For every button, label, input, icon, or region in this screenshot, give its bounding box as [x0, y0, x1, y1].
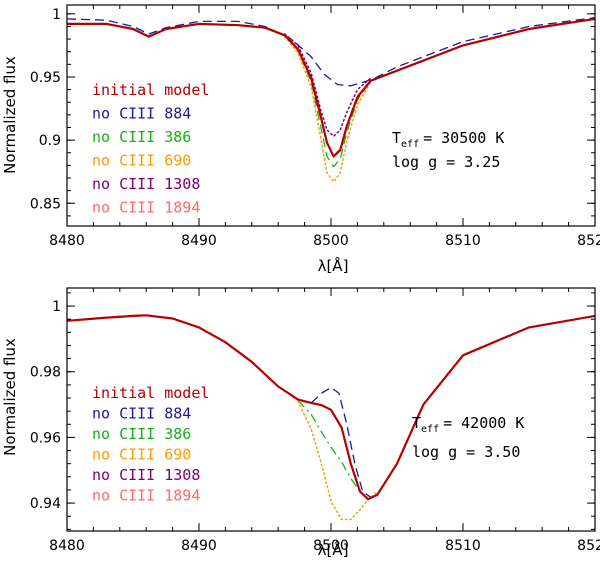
y-tick-label: 0.98	[30, 365, 61, 381]
legend-entry: no CIII 386	[92, 425, 191, 443]
legend: initial model no CIII 884 no CIII 386 no CI…	[92, 81, 209, 217]
x-tick-label: 8510	[445, 538, 481, 554]
legend-entry: no CIII 884	[92, 405, 191, 423]
x-tick-label: 8490	[181, 233, 217, 249]
y-tick-label: 0.95	[30, 70, 61, 86]
teff-annotation: Teff = 42000 K	[412, 414, 524, 435]
series-line-initial-model	[67, 314, 595, 501]
series-line-no-ciii-386	[284, 34, 372, 168]
legend: initial model no CIII 884 no CIII 386 no CI…	[92, 384, 209, 505]
y-axis-label: Normalized flux	[1, 338, 19, 456]
legend-entry: no CIII 690	[92, 446, 191, 464]
legend-entry: no CIII 690	[92, 152, 191, 170]
x-tick-label: 8510	[445, 233, 481, 249]
x-tick-label: 8480	[49, 233, 85, 249]
series-layer	[67, 16, 595, 183]
series-line-no-ciii-884	[67, 16, 595, 87]
legend-entry: no CIII 1894	[92, 487, 200, 505]
series-line-no-ciii-690	[284, 35, 372, 183]
series-line-initial-model	[67, 17, 595, 158]
legend-entry: no CIII 1308	[92, 466, 200, 484]
y-axis-label: Normalized flux	[1, 56, 19, 174]
series-line-no-ciii-1308	[284, 33, 372, 138]
logg-annotation: log g = 3.25	[392, 153, 500, 171]
teff-annotation: Teff = 30500 K	[392, 129, 504, 150]
legend-entry: no CIII 1894	[92, 199, 200, 217]
legend-entry: initial model	[92, 384, 209, 402]
y-tick-label: 0.9	[39, 133, 61, 149]
x-tick-label: 8480	[49, 538, 85, 554]
y-tick-label: 1	[52, 7, 61, 23]
legend-entry: no CIII 1308	[92, 175, 200, 193]
legend-entry: no CIII 386	[92, 128, 191, 146]
legend-entry: initial model	[92, 81, 209, 99]
y-tick-label: 0.94	[30, 496, 61, 512]
legend-entry: no CIII 884	[92, 105, 191, 123]
logg-annotation: log g = 3.50	[412, 443, 520, 461]
series-line-no-ciii-884	[310, 386, 371, 498]
x-axis-label: λ[Å]	[318, 540, 349, 559]
y-tick-label: 0.96	[30, 430, 61, 446]
x-tick-label: 8500	[313, 233, 349, 249]
y-tick-label: 1	[52, 299, 61, 315]
series-line-no-ciii-386	[297, 400, 369, 499]
series-layer	[67, 314, 595, 521]
x-axis-label: λ[Å]	[318, 256, 349, 275]
series-line-no-ciii-690	[297, 400, 378, 521]
x-tick-label: 8500	[313, 538, 349, 554]
y-tick-label: 0.85	[30, 196, 61, 212]
x-tick-label: 8490	[181, 538, 217, 554]
